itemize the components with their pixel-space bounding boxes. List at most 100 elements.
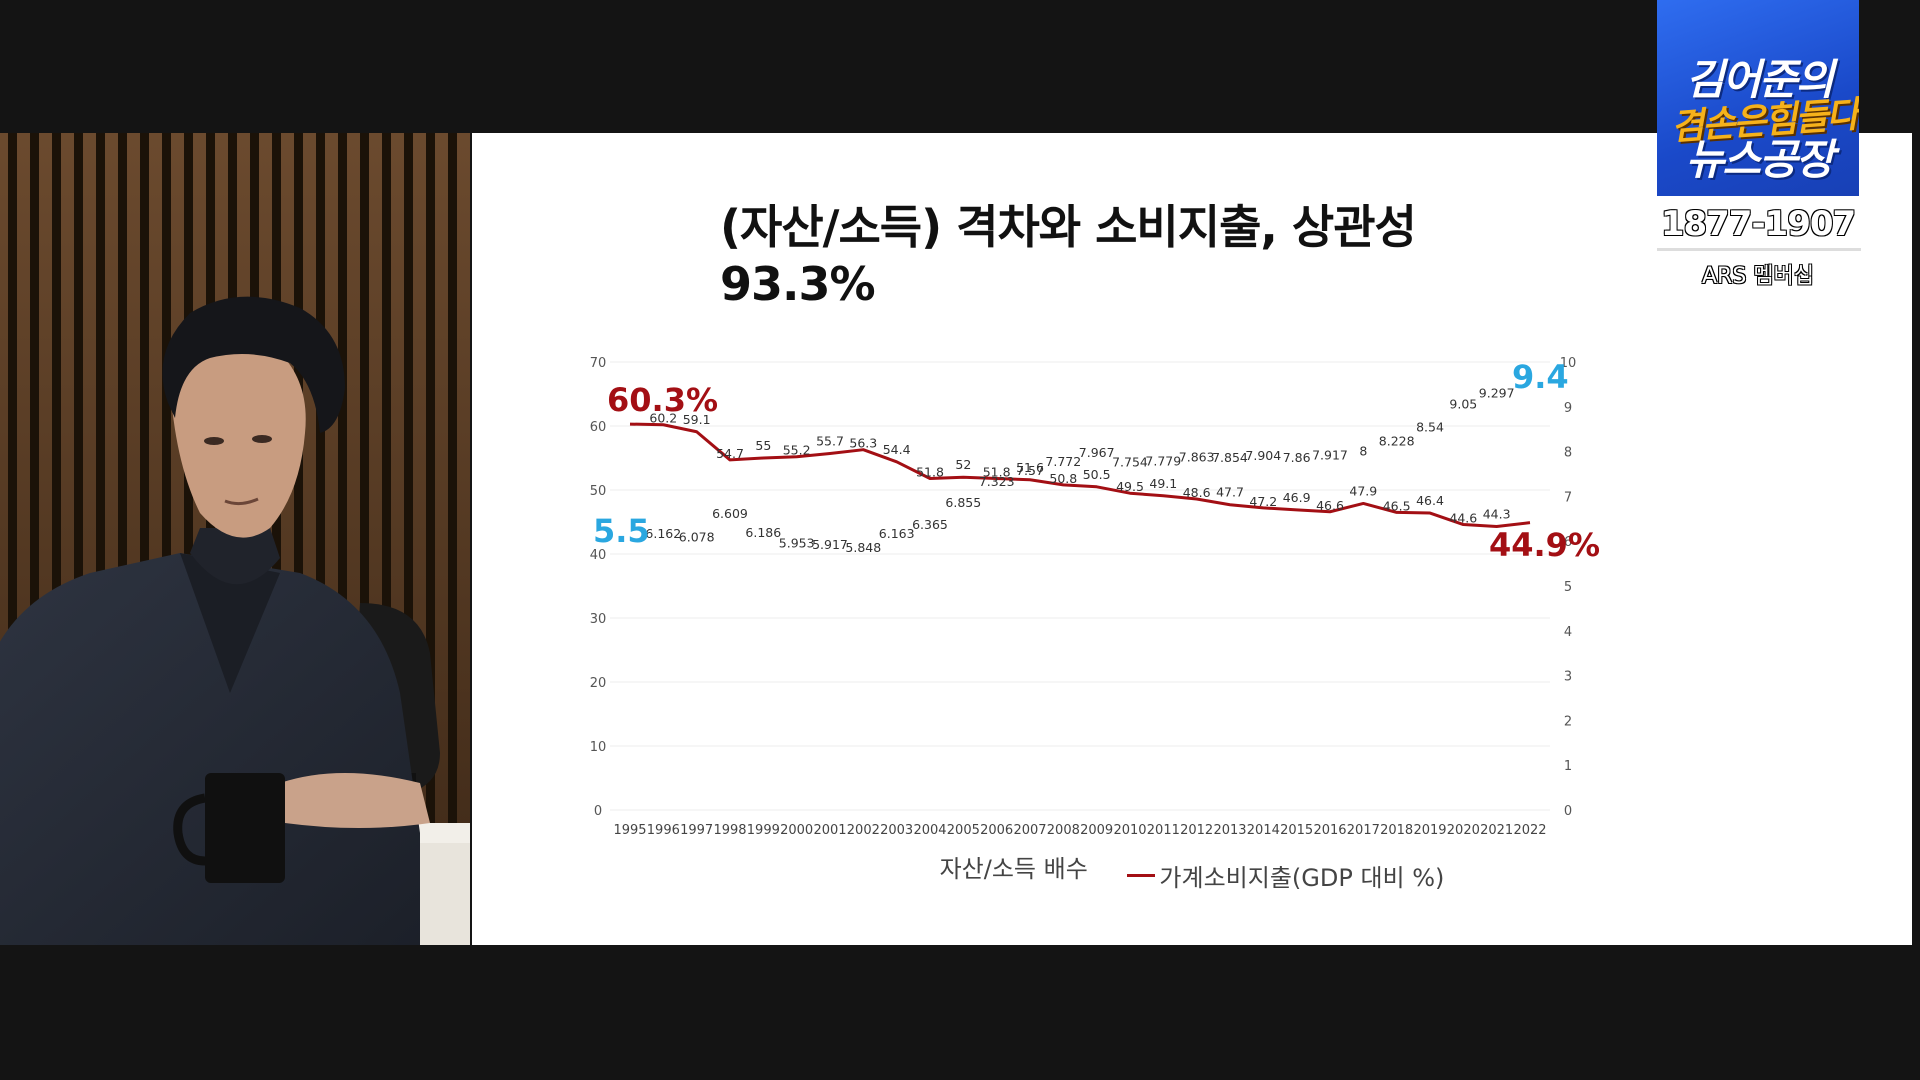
left-tick-label: 40 — [590, 548, 607, 563]
x-tick-label: 2020 — [1447, 823, 1480, 838]
data-label-consumption: 46.9 — [1283, 490, 1311, 505]
data-label-consumption: 50.5 — [1083, 467, 1111, 482]
series-lines — [629, 422, 1531, 528]
ars-membership-label: ARS 멤버십 — [1701, 264, 1814, 289]
data-label-ratio: 7.86 — [1283, 450, 1311, 465]
left-tick-label: 50 — [590, 484, 607, 499]
right-tick-label: 10 — [1560, 356, 1577, 371]
phone-number: 1877-1907 — [1660, 204, 1856, 244]
x-tick-label: 1998 — [713, 823, 746, 838]
left-tick-label: 70 — [590, 356, 607, 371]
legend-swatch-consumption — [1127, 874, 1156, 877]
data-label-consumption: 55.7 — [816, 434, 844, 449]
data-label-ratio: 8.54 — [1416, 419, 1444, 434]
wall-slat — [382, 133, 391, 833]
data-label-ratio: 6.162 — [645, 526, 681, 541]
data-label-ratio: 7.772 — [1045, 454, 1081, 469]
show-logo: 김어준의 겸손은힘들다 뉴스공장 — [1657, 0, 1859, 196]
gridlines — [610, 361, 1550, 811]
logo-line3: 뉴스공장 — [1685, 135, 1835, 184]
wall-slat — [426, 133, 435, 833]
x-tick-label: 2016 — [1313, 823, 1346, 838]
wall-slat — [404, 133, 413, 833]
chart-legend: 자산/소득 배수 가계소비지출(GDP 대비 %) — [472, 849, 1912, 893]
wall-slat — [316, 133, 325, 833]
data-label-ratio: 7.904 — [1245, 448, 1281, 463]
data-label-ratio: 6.609 — [712, 506, 748, 521]
data-label-ratio: 7.917 — [1312, 447, 1348, 462]
x-tick-label: 1996 — [647, 823, 680, 838]
right-tick-label: 8 — [1564, 446, 1572, 461]
mug-icon — [205, 773, 285, 883]
data-label-ratio: 6.365 — [912, 517, 948, 532]
legend-item-ratio: 자산/소득 배수 — [940, 849, 1088, 884]
x-tick-label: 1995 — [613, 823, 646, 838]
wall-slat — [294, 133, 303, 833]
right-tick-label: 1 — [1564, 759, 1572, 774]
data-label-consumption: 48.6 — [1183, 485, 1211, 500]
data-label-ratio: 7.323 — [979, 474, 1015, 489]
x-tick-label: 2005 — [947, 823, 980, 838]
host-video-frame — [0, 133, 470, 945]
data-label-ratio: 6.186 — [745, 525, 781, 540]
x-tick-label: 2007 — [1013, 823, 1046, 838]
x-tick-label: 2011 — [1147, 823, 1180, 838]
legend-label-ratio: 자산/소득 배수 — [939, 855, 1088, 883]
data-label-consumption: 47.9 — [1349, 483, 1377, 498]
data-label-ratio: 7.779 — [1145, 454, 1181, 469]
data-label-consumption: 47.2 — [1249, 494, 1277, 509]
right-tick-label: 2 — [1564, 714, 1572, 729]
data-label-consumption: 56.3 — [849, 436, 877, 451]
x-tick-label: 2000 — [780, 823, 813, 838]
callouts: 5.5 60.3% 9.4 44.9% — [593, 358, 1600, 564]
right-tick-label: 4 — [1564, 625, 1572, 640]
data-label-ratio: 5.848 — [845, 540, 881, 555]
right-tick-label: 3 — [1564, 670, 1572, 685]
right-tick-label: 0 — [1564, 804, 1572, 819]
data-label-consumption: 50.8 — [1049, 471, 1077, 486]
x-axis-ticks: 1995 1996 1997 1998 1999 2000 2001 2002 2003 2004… — [613, 823, 1546, 838]
callout-label: 5.5 — [593, 512, 650, 550]
wall-slat — [74, 133, 83, 833]
right-tick-label: 9 — [1564, 401, 1572, 416]
x-tick-label: 2018 — [1380, 823, 1413, 838]
data-label-consumption: 46.6 — [1316, 498, 1344, 513]
callout-label: 44.9% — [1489, 526, 1600, 564]
data-label-ratio: 7.967 — [1079, 445, 1115, 460]
x-tick-label: 2017 — [1347, 823, 1380, 838]
data-label-ratio: 8.228 — [1379, 433, 1415, 448]
wall-slat — [96, 133, 105, 833]
data-label-consumption: 52 — [955, 457, 971, 472]
data-label-ratio: 7.754 — [1112, 455, 1148, 470]
left-tick-label: 10 — [590, 740, 607, 755]
x-tick-label: 2013 — [1213, 823, 1246, 838]
callout-label: 60.3% — [607, 381, 718, 419]
x-tick-label: 2009 — [1080, 823, 1113, 838]
data-label-ratio: 5.917 — [812, 537, 848, 552]
wall-slat — [8, 133, 17, 833]
wall-slat — [52, 133, 61, 833]
left-tick-label: 0 — [594, 804, 602, 819]
wall-slat — [140, 133, 149, 833]
right-tick-label: 5 — [1564, 580, 1572, 595]
data-label-consumption: 49.5 — [1116, 479, 1144, 494]
data-label-ratio: 8 — [1359, 444, 1367, 459]
x-tick-label: 2019 — [1413, 823, 1446, 838]
series-line-consumption — [629, 422, 1531, 528]
data-label-consumption: 47.7 — [1216, 485, 1244, 500]
wall-slat — [30, 133, 39, 833]
wall-slat — [162, 133, 171, 833]
phone-divider — [1657, 248, 1861, 251]
right-axis-ticks: 0 1 2 3 4 5 6 7 8 9 10 — [1560, 356, 1577, 819]
data-label-consumption: 54.4 — [883, 442, 911, 457]
x-tick-label: 2008 — [1047, 823, 1080, 838]
callout-label: 9.4 — [1512, 358, 1569, 396]
left-tick-label: 20 — [590, 676, 607, 691]
data-label-ratio: 7.863 — [1179, 450, 1215, 465]
x-tick-label: 1997 — [680, 823, 713, 838]
right-tick-label: 7 — [1564, 490, 1572, 505]
left-tick-label: 30 — [590, 612, 607, 627]
wall-slat — [448, 133, 457, 833]
data-label-ratio: 6.163 — [879, 526, 915, 541]
